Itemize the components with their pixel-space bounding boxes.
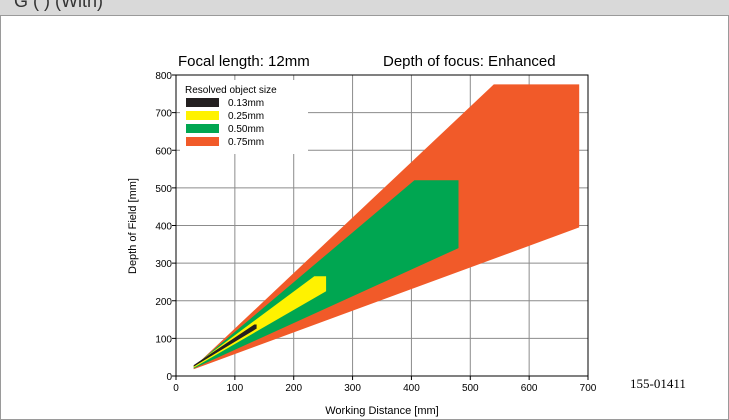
- legend: Resolved object size 0.13mm 0.25mm 0.50mm 0…: [180, 80, 308, 154]
- header-bar: G ( ) (With): [0, 0, 729, 16]
- legend-title: Resolved object size: [185, 85, 277, 96]
- chart-title-right: Depth of focus: Enhanced: [383, 53, 556, 70]
- y-tick-label: 800: [155, 71, 172, 82]
- x-tick-label: 0: [173, 383, 179, 394]
- chart-title-left: Focal length: 12mm: [178, 53, 310, 70]
- y-tick-label: 300: [155, 259, 172, 270]
- x-tick-label: 400: [403, 383, 420, 394]
- legend-label: 0.25mm: [228, 111, 264, 122]
- legend-swatch: [186, 124, 219, 133]
- legend-swatch: [186, 111, 219, 120]
- y-tick-label: 0: [166, 372, 172, 383]
- x-tick-label: 100: [227, 383, 244, 394]
- figure-code: 155-01411: [630, 376, 686, 391]
- axis-ticks: 0 100 200 300 400 500 600 700 0 100 200 300 400 500 60…: [155, 71, 596, 394]
- data-areas: [193, 84, 580, 370]
- y-tick-label: 100: [155, 334, 172, 345]
- x-axis-label: Working Distance [mm]: [325, 405, 439, 417]
- y-tick-label: 200: [155, 297, 172, 308]
- x-tick-label: 300: [344, 383, 361, 394]
- y-tick-label: 700: [155, 109, 172, 120]
- header-text: G ( ) (With): [14, 0, 103, 11]
- y-axis-label: Depth of Field [mm]: [127, 178, 139, 274]
- y-tick-label: 500: [155, 184, 172, 195]
- y-tick-label: 400: [155, 222, 172, 233]
- legend-label: 0.13mm: [228, 98, 264, 109]
- y-tick-label: 600: [155, 146, 172, 157]
- legend-label: 0.75mm: [228, 137, 264, 148]
- legend-label: 0.50mm: [228, 124, 264, 135]
- x-tick-label: 200: [285, 383, 302, 394]
- x-tick-label: 500: [462, 383, 479, 394]
- x-tick-label: 600: [521, 383, 538, 394]
- legend-swatch: [186, 98, 219, 107]
- legend-swatch: [186, 137, 219, 146]
- x-tick-label: 700: [580, 383, 597, 394]
- area-0-13mm: [193, 324, 257, 367]
